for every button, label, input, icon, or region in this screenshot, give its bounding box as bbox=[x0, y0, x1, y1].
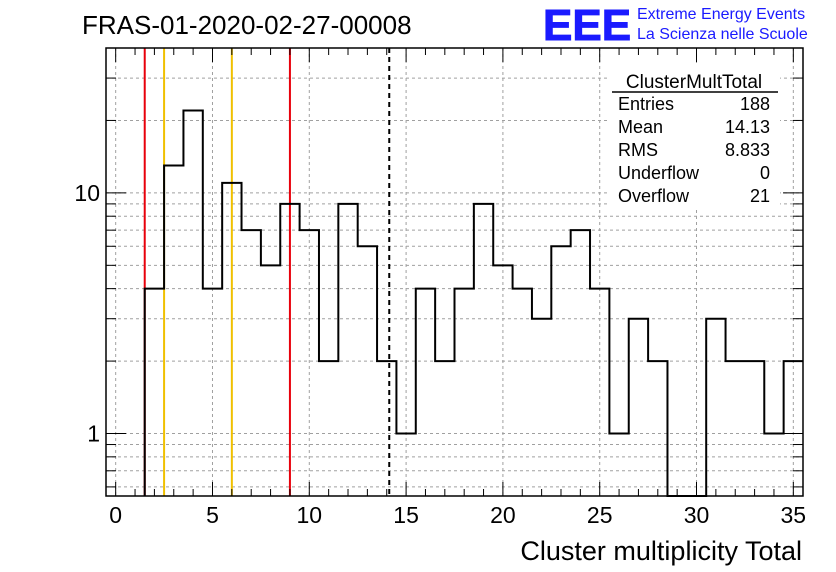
run-title: FRAS-01-2020-02-27-00008 bbox=[82, 10, 412, 40]
y-tick-label: 10 bbox=[74, 180, 100, 206]
cut-lines bbox=[143, 48, 391, 496]
y-tick-label: 1 bbox=[87, 421, 100, 447]
x-tick-label: 25 bbox=[587, 502, 613, 528]
histogram-bin bbox=[532, 319, 551, 496]
histogram-bin bbox=[629, 319, 648, 496]
histogram-bin bbox=[435, 361, 454, 496]
histogram-bin bbox=[706, 319, 725, 496]
histogram-bin bbox=[183, 110, 202, 496]
histogram-bin bbox=[416, 289, 435, 496]
stats-value-entries: 188 bbox=[740, 94, 770, 114]
histogram-bin bbox=[571, 230, 590, 496]
histogram-bin bbox=[455, 289, 474, 496]
histogram-bin bbox=[145, 289, 164, 496]
stats-label-underflow: Underflow bbox=[618, 163, 700, 183]
stats-value-overflow: 21 bbox=[750, 186, 770, 206]
stats-value-mean: 14.13 bbox=[725, 117, 770, 137]
histogram-bin bbox=[551, 246, 570, 496]
stats-box: ClusterMultTotal Entries 188 Mean 14.13 … bbox=[610, 66, 780, 208]
histogram-bin bbox=[726, 361, 745, 496]
stats-label-overflow: Overflow bbox=[618, 186, 690, 206]
x-tick-label: 0 bbox=[109, 502, 122, 528]
stats-label-entries: Entries bbox=[618, 94, 674, 114]
histogram-bin bbox=[745, 361, 764, 496]
histogram-bin bbox=[648, 361, 667, 496]
x-tick-label: 35 bbox=[781, 502, 807, 528]
histogram-bin bbox=[338, 204, 357, 496]
histogram-bin bbox=[164, 165, 183, 496]
eee-logo: EEE bbox=[543, 1, 631, 50]
stats-label-rms: RMS bbox=[618, 140, 658, 160]
x-tick-label: 15 bbox=[393, 502, 419, 528]
histogram-bin bbox=[513, 289, 532, 496]
x-tick-label: 10 bbox=[296, 502, 322, 528]
axes: 0 5 10 15 20 25 30 35 1 10 bbox=[74, 47, 807, 528]
plot-frame bbox=[105, 47, 804, 497]
stats-value-rms: 8.833 bbox=[725, 140, 770, 160]
project-name: Extreme Energy Events bbox=[637, 6, 805, 23]
histogram-bin bbox=[358, 246, 377, 496]
project-subtitle: La Scienza nelle Scuole bbox=[637, 26, 808, 43]
stats-box-title: ClusterMultTotal bbox=[626, 72, 762, 93]
stats-box-frame bbox=[610, 66, 780, 208]
stats-label-mean: Mean bbox=[618, 117, 663, 137]
x-axis-title: Cluster multiplicity Total bbox=[520, 536, 802, 566]
x-tick-label: 30 bbox=[684, 502, 710, 528]
stats-value-underflow: 0 bbox=[760, 163, 770, 183]
histogram-bin bbox=[261, 265, 280, 496]
x-tick-label: 20 bbox=[490, 502, 516, 528]
histogram-bin bbox=[319, 361, 338, 496]
x-tick-label: 5 bbox=[206, 502, 219, 528]
histogram-bin bbox=[377, 361, 396, 496]
histogram-bin bbox=[242, 230, 261, 496]
histogram-bin bbox=[474, 204, 493, 496]
